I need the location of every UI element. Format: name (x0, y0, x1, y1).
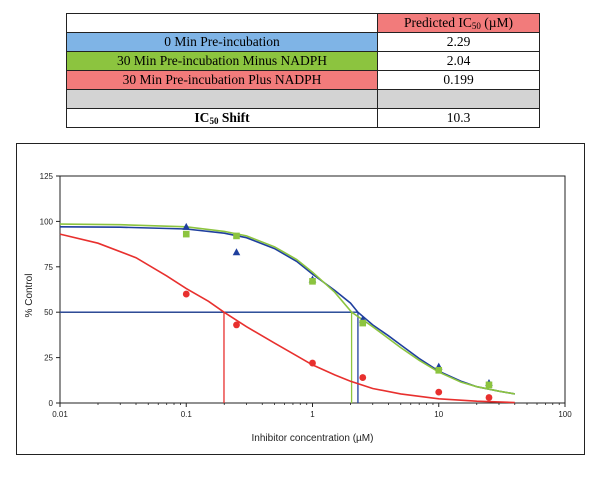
row-value-0min: 2.29 (377, 32, 540, 52)
ic50-summary-table: Predicted IC50 (µM) 0 Min Pre-incubation… (66, 13, 540, 128)
data-point-circle (359, 374, 367, 381)
y-tick-label: 50 (44, 308, 53, 317)
y-tick-label: 125 (40, 172, 54, 181)
row-label-minus-nadph: 30 Min Pre-incubation Minus NADPH (66, 51, 378, 71)
row-value-minus-nadph: 2.04 (377, 51, 540, 71)
y-tick-label: 0 (49, 399, 54, 408)
data-point-circle (435, 388, 443, 396)
y-tick-label: 75 (44, 263, 53, 272)
plot-area (59, 175, 566, 404)
y-tick-label: 25 (44, 354, 53, 363)
chart-frame: 0 25 50 75 100 125 0.01 0.1 1 10 100 Inhibitor conc… (16, 143, 585, 455)
fit-curve-minus-nadph (59, 223, 515, 395)
table-row: 0 Min Pre-incubation 2.29 (66, 32, 540, 52)
data-point-square (435, 367, 443, 374)
x-axis-title: Inhibitor concentration (µM) (252, 433, 374, 444)
row-value-blank (377, 89, 540, 109)
row-label-plus-nadph: 30 Min Pre-incubation Plus NADPH (66, 70, 378, 90)
y-axis-title: % Control (24, 274, 35, 318)
data-point-triangle (182, 222, 191, 230)
data-point-square (309, 278, 316, 285)
ic50-shift-label: IC50 Shift (66, 108, 378, 128)
x-tick-label: 10 (434, 410, 443, 419)
row-label-blank (66, 89, 378, 109)
ic50-shift-value: 10.3 (377, 108, 540, 128)
data-point-square (485, 381, 493, 389)
y-tick-label: 100 (40, 217, 54, 226)
table-row-blank (66, 89, 540, 109)
row-label-0min: 0 Min Pre-incubation (66, 32, 378, 52)
data-point-square (233, 232, 240, 240)
fit-curve-zero-min (59, 226, 515, 395)
data-point-circle (182, 290, 190, 298)
data-point-circle (233, 321, 240, 329)
x-tick-label: 100 (558, 410, 572, 419)
data-point-square (359, 319, 367, 327)
row-value-plus-nadph: 0.199 (377, 70, 540, 90)
table-row: 30 Min Pre-incubation Minus NADPH 2.04 (66, 51, 540, 71)
table-header-row: Predicted IC50 (µM) (66, 13, 540, 33)
fit-curve-plus-nadph (59, 233, 515, 404)
data-point-square (182, 230, 190, 238)
x-tick-label: 1 (310, 410, 315, 419)
dose-response-chart: 0 25 50 75 100 125 0.01 0.1 1 10 100 Inhibitor conc… (24, 172, 572, 444)
header-label-cell (66, 13, 378, 33)
data-point-circle (309, 359, 316, 367)
x-tick-label: 0.1 (181, 410, 193, 419)
table-row: 30 Min Pre-incubation Plus NADPH 0.199 (66, 70, 540, 90)
data-point-circle (485, 394, 493, 401)
x-tick-label: 0.01 (52, 410, 68, 419)
data-point-triangle (232, 248, 241, 256)
table-row-shift: IC50 Shift 10.3 (66, 108, 540, 128)
header-ic50-cell: Predicted IC50 (µM) (377, 13, 540, 33)
